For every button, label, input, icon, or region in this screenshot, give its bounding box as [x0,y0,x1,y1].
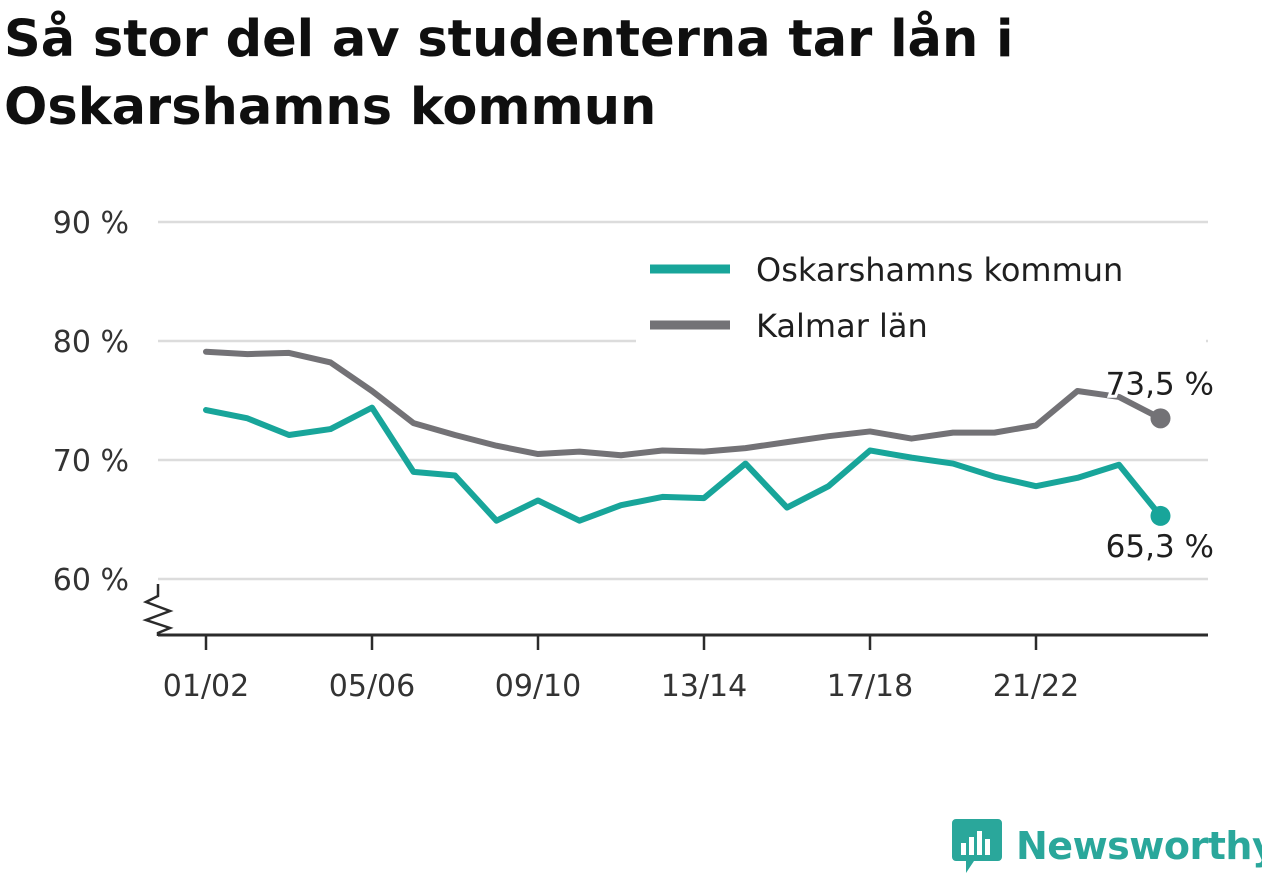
newsworthy-logo-icon [952,819,1002,873]
legend-label: Oskarshamns kommun [756,251,1123,289]
brand-name: Newsworthy [1016,824,1262,868]
x-tick-labels: 01/02 05/06 09/10 13/14 17/18 21/22 [163,635,1079,704]
x-tick-label: 21/22 [993,669,1079,704]
y-tick-label: 60 % [53,563,129,598]
legend-box [636,240,1206,344]
x-tick-label: 01/02 [163,669,249,704]
legend: Oskarshamns kommun Kalmar län [636,240,1206,345]
series-lines [203,348,1171,526]
chart-title: Så stor del av studenterna tar lån i Osk… [4,10,1014,137]
end-point [1150,408,1171,429]
series-line [203,404,1164,524]
x-tick-label: 13/14 [661,669,747,704]
x-axis [142,584,1208,637]
end-point [1150,505,1171,526]
y-tick-label: 90 % [53,206,129,241]
legend-label: Kalmar län [756,307,928,345]
y-axis: 60 % 70 % 80 % 90 % [53,206,129,598]
newsworthy-logo: Newsworthy [952,818,1262,874]
x-tick-label: 17/18 [827,669,913,704]
end-label: 73,5 % [1106,366,1214,402]
y-tick-label: 70 % [53,444,129,479]
axis-break-icon [142,584,174,636]
x-tick-label: 05/06 [329,669,415,704]
end-label: 65,3 % [1106,529,1214,565]
series-line [203,348,1164,459]
x-tick-label: 09/10 [495,669,581,704]
end-labels: 65,3 % 73,5 % [1103,363,1217,568]
y-tick-label: 80 % [53,325,129,360]
